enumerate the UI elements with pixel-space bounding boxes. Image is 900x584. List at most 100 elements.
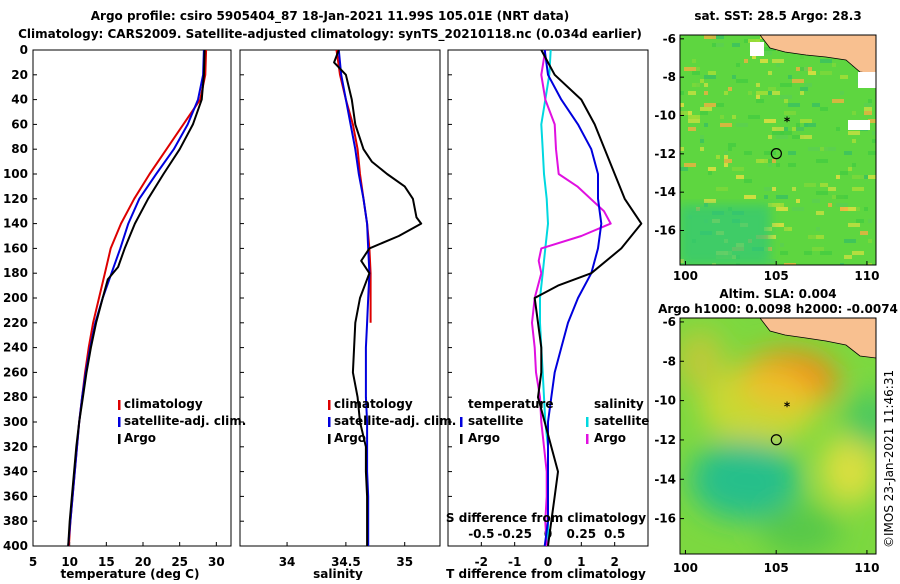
sst-pixel	[712, 43, 716, 47]
series-argo	[333, 49, 423, 546]
sst-pixel	[792, 207, 804, 211]
sst-pixel	[748, 91, 752, 95]
sst-pixel	[780, 251, 788, 255]
x-tick-label: -2	[475, 555, 488, 569]
sst-pixel	[708, 167, 716, 171]
sst-pixel	[852, 175, 864, 179]
map-x-tick-label: 105	[764, 561, 789, 575]
sst-pixel	[800, 67, 804, 71]
legend-temperature-title: temperature	[468, 397, 553, 411]
sst-pixel	[764, 47, 776, 51]
depth-tick-label: 400	[3, 539, 28, 553]
depth-tick-label: 200	[3, 291, 28, 305]
sst-pixel	[704, 75, 716, 79]
sst-pixel	[700, 107, 712, 111]
sst-pixel	[736, 63, 740, 67]
sst-pixel	[828, 203, 832, 207]
sst-pixel	[848, 167, 852, 171]
sst-pixel	[852, 251, 864, 255]
sst-pixel	[820, 183, 828, 187]
difference-xlabel: T difference from climatology	[446, 567, 646, 580]
sst-pixel	[784, 227, 792, 231]
sst-missing-data	[750, 42, 764, 56]
legend-argo: Argo	[334, 431, 366, 445]
sst-pixel	[760, 59, 768, 63]
sst-pixel	[700, 147, 704, 151]
sla-low-anomaly	[690, 440, 800, 520]
x-tick-label: 0	[544, 555, 552, 569]
sst-pixel	[780, 83, 792, 87]
sst-pixel	[844, 239, 856, 243]
map-y-tick-label: -12	[654, 433, 676, 447]
depth-tick-label: 100	[3, 167, 28, 181]
sst-pixel	[776, 135, 788, 139]
x-tick-label: 25	[171, 555, 188, 569]
sst-pixel	[736, 79, 748, 83]
sst-pixel	[712, 35, 724, 39]
sst-pixel	[704, 91, 708, 95]
series-argo	[67, 49, 206, 547]
temperature-panel-frame	[32, 49, 232, 547]
sst-pixel	[768, 135, 772, 139]
salinity-legend: climatology satellite-adj. clim. Argo	[328, 397, 456, 445]
sst-pixel	[724, 151, 728, 155]
depth-tick-label: 160	[3, 241, 28, 255]
sst-pixel	[764, 187, 776, 191]
sst-pixel	[836, 175, 840, 179]
depth-tick-label: 240	[3, 341, 28, 355]
depth-tick-label: 140	[3, 217, 28, 231]
sst-pixel	[872, 139, 876, 143]
sst-pixel	[724, 155, 728, 159]
map-x-tick-label: 100	[673, 269, 698, 283]
sst-pixel	[804, 251, 812, 255]
depth-tick-label: 380	[3, 514, 28, 528]
sla-warm-area	[700, 365, 820, 445]
sst-pixel	[736, 175, 744, 179]
sst-pixel	[808, 71, 816, 75]
sst-missing-data	[858, 72, 876, 88]
sst-pixel	[868, 175, 876, 179]
sst-pixel	[756, 99, 764, 103]
argo-position-marker	[770, 434, 782, 446]
sst-pixel	[772, 259, 776, 263]
depth-tick-label: 60	[11, 117, 28, 131]
sst-pixel	[820, 107, 828, 111]
header-line2: Climatology: CARS2009. Satellite-adjuste…	[18, 27, 642, 42]
sst-pixel	[852, 163, 856, 167]
sst-pixel	[720, 123, 732, 127]
sst-pixel	[744, 59, 748, 63]
depth-tick-label: 120	[3, 192, 28, 206]
sst-pixel	[724, 159, 732, 163]
sst-pixel	[868, 239, 872, 243]
map-y-tick-label: -6	[663, 32, 676, 46]
sst-pixel	[816, 191, 828, 195]
sst-pixel	[796, 127, 804, 131]
map-y-tick-label: -16	[654, 224, 676, 238]
sst-pixel	[800, 55, 804, 59]
sst-pixel	[744, 179, 752, 183]
series-temperature-satellite	[543, 49, 603, 547]
sst-pixel	[852, 187, 864, 191]
sst-pixel	[804, 123, 816, 127]
map-y-tick-label: -12	[654, 147, 676, 161]
sla-low-anomaly-south	[760, 505, 840, 554]
sst-pixel	[772, 59, 784, 63]
sst-pixel	[840, 75, 848, 79]
sst-pixel	[700, 79, 704, 83]
depth-tick-label: 220	[3, 316, 28, 330]
sst-pixel	[776, 63, 780, 67]
sst-map-title: sat. SST: 28.5 Argo: 28.3	[694, 9, 861, 23]
sst-pixel	[756, 83, 760, 87]
sst-pixel	[784, 111, 796, 115]
legend-temp-satellite-swatch	[460, 417, 463, 427]
legend-satellite-swatch	[118, 417, 121, 427]
sst-pixel	[804, 183, 816, 187]
sst-map-frame	[679, 34, 877, 266]
depth-tick-label: 300	[3, 415, 28, 429]
sst-pixel	[728, 147, 732, 151]
sst-pixel	[832, 99, 844, 103]
sst-pixel	[828, 187, 836, 191]
sst-pixel	[680, 103, 684, 107]
